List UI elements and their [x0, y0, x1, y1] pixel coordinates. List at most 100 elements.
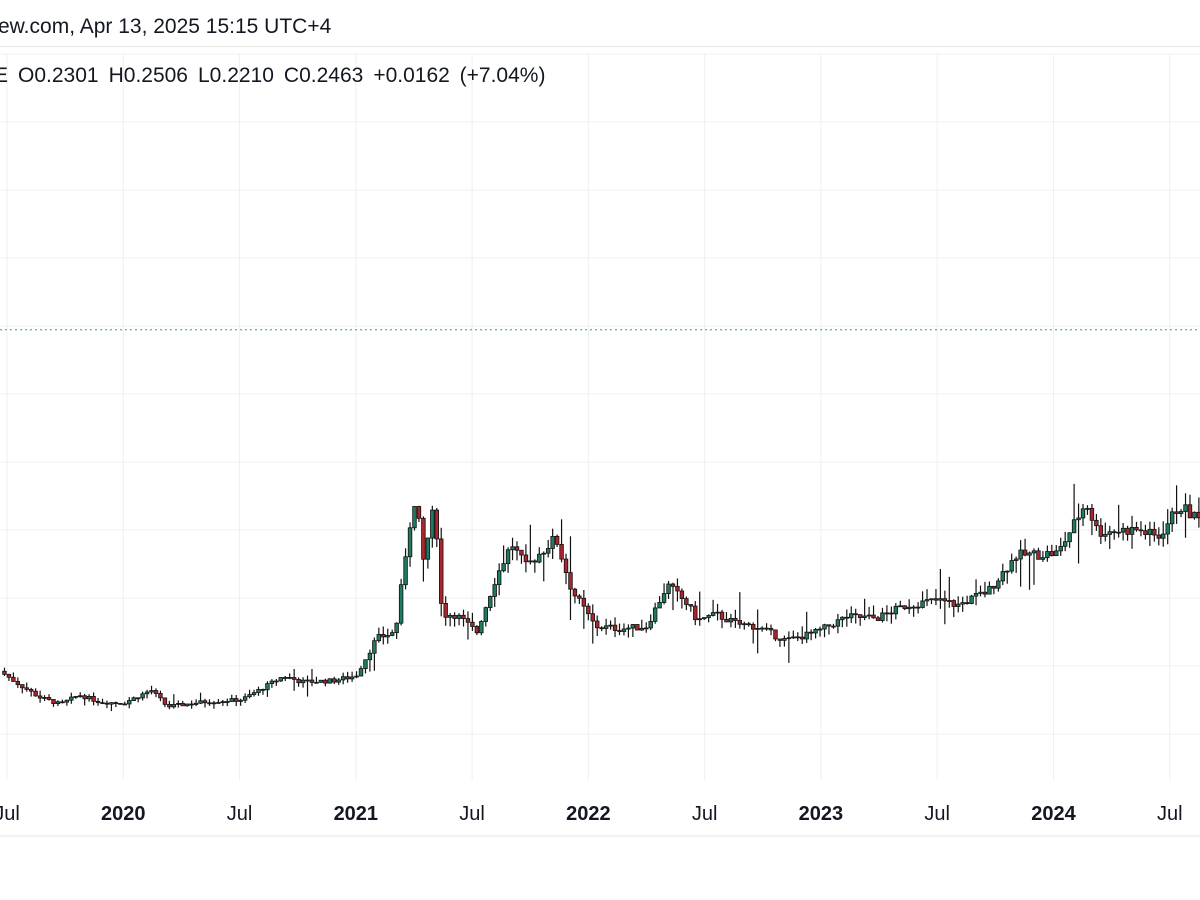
candle	[42, 695, 47, 702]
candle	[737, 592, 743, 629]
header-divider	[0, 46, 1200, 47]
candle	[287, 673, 292, 680]
candle	[1165, 509, 1170, 545]
candle	[795, 632, 800, 642]
candle-body	[1062, 541, 1068, 547]
candle-body	[153, 690, 159, 694]
candle-body	[581, 597, 587, 607]
candle	[1103, 522, 1108, 542]
candle-body	[60, 701, 65, 704]
candle	[1143, 524, 1148, 540]
candle-body	[332, 678, 337, 683]
candle	[657, 596, 662, 609]
candle-body	[109, 702, 114, 705]
ohlc-legend: E O0.2301 H0.2506 L0.2210 C0.2463 +0.0162 (+7…	[0, 64, 555, 88]
candle-body	[1071, 519, 1077, 534]
candle	[202, 698, 208, 708]
candle-body	[684, 598, 689, 605]
candle	[434, 508, 439, 548]
candle	[710, 599, 716, 617]
candle-body	[621, 628, 627, 632]
candle	[929, 598, 934, 605]
candle-body	[180, 703, 185, 707]
candle	[670, 582, 676, 611]
candle	[465, 611, 471, 640]
candle-body	[82, 695, 87, 700]
candle-body	[496, 570, 502, 586]
candle-body	[991, 585, 997, 589]
candle-body	[1187, 504, 1193, 519]
candle	[483, 606, 488, 627]
candle	[1116, 504, 1121, 538]
candle-body	[461, 614, 466, 619]
candle	[184, 703, 190, 707]
candle	[340, 672, 346, 685]
candle-body	[902, 605, 907, 610]
time-axis-label: Jul	[692, 803, 718, 825]
candle-body	[216, 702, 221, 704]
candle	[826, 624, 832, 635]
candle-body	[100, 702, 105, 705]
candle-body	[505, 549, 511, 565]
candle	[95, 697, 101, 706]
candle-body	[541, 552, 546, 555]
candle	[11, 672, 16, 682]
candle	[64, 699, 70, 706]
candle	[871, 605, 876, 619]
candle	[1085, 505, 1090, 515]
candle	[906, 599, 912, 614]
candle-body	[661, 593, 667, 603]
candle-body	[2, 670, 7, 675]
candle-body	[933, 598, 939, 601]
candle-body	[118, 702, 123, 705]
candle	[759, 626, 765, 632]
candle	[630, 624, 636, 637]
candle-body	[800, 636, 805, 640]
candle	[242, 693, 248, 704]
candle-body	[670, 583, 676, 587]
candle	[28, 687, 34, 697]
candle-body	[777, 638, 783, 641]
candle	[853, 608, 858, 624]
candle	[693, 601, 698, 626]
candle-body	[283, 677, 288, 679]
candle	[978, 585, 983, 597]
candle-body	[33, 690, 38, 697]
candle-body	[1169, 511, 1175, 525]
candle-body	[1089, 507, 1095, 521]
candle-body	[1147, 528, 1153, 535]
candle	[1018, 540, 1023, 587]
candle	[171, 694, 177, 709]
candle-body	[608, 624, 613, 627]
candle-body	[1005, 570, 1010, 573]
candle	[60, 699, 65, 704]
candle	[746, 621, 751, 627]
candle-body	[434, 509, 439, 540]
chart-source-timestamp: ew.com, Apr 13, 2025 15:15 UTC+4	[0, 15, 332, 38]
change-value: +0.0162 (+7.04%)	[373, 64, 546, 87]
time-axis-label: 2020	[101, 803, 146, 825]
candle-body	[728, 617, 734, 623]
candle	[791, 630, 796, 639]
candle	[1013, 556, 1019, 573]
candle-body	[956, 603, 961, 607]
candle	[951, 599, 956, 618]
candle	[135, 697, 141, 703]
candle	[403, 548, 408, 590]
candle-body	[880, 612, 885, 621]
candle-body	[764, 627, 769, 630]
candle-body	[474, 626, 480, 634]
candle-body	[37, 695, 43, 699]
candle-body	[327, 678, 333, 684]
candle-body	[1049, 551, 1055, 557]
candle-body	[639, 627, 644, 631]
candle	[786, 631, 792, 663]
candle-body	[715, 611, 720, 614]
candle-body	[11, 676, 16, 682]
candle-body	[193, 702, 199, 705]
candle-body	[345, 676, 350, 680]
candle-body	[184, 703, 190, 707]
candle-body	[840, 616, 845, 621]
candle	[390, 629, 395, 637]
